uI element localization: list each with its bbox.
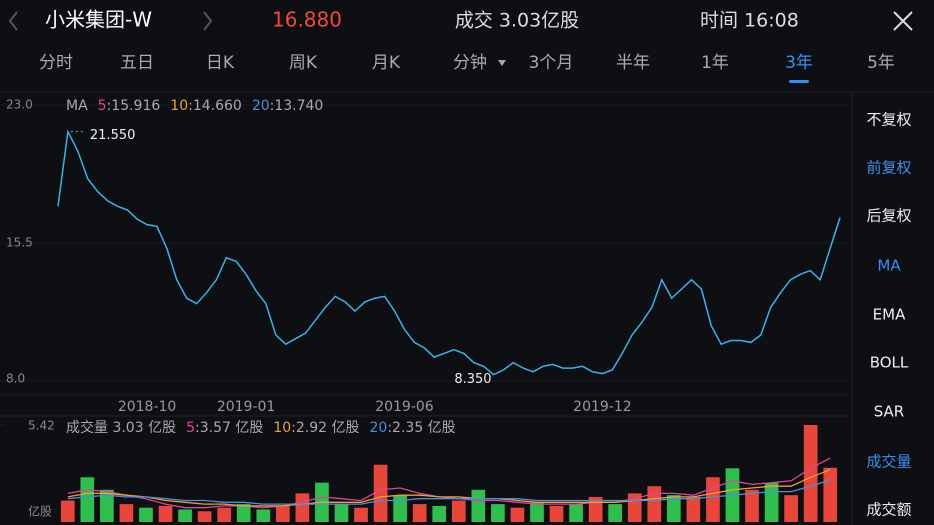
legend-text: 成交量 3.03 亿股 [66, 419, 176, 436]
annotation: 21.550 [90, 128, 136, 143]
tab[interactable]: 日K [206, 53, 235, 73]
volume-bar [784, 495, 798, 522]
side-option[interactable]: MA [877, 257, 901, 275]
volume-bar [373, 464, 388, 522]
legend-text: 20 [252, 98, 270, 114]
volume-bar [666, 495, 681, 522]
time: 时间 16:08 [700, 10, 799, 32]
volume-bar [451, 500, 466, 522]
tab-underline [789, 80, 809, 83]
legend-text: 5 [186, 420, 195, 436]
tab[interactable]: 分钟 [453, 53, 487, 73]
legend-text: :15.916 [107, 98, 161, 114]
volume-bar [60, 500, 75, 522]
volume-bar [569, 504, 583, 522]
side-option[interactable]: 后复权 [866, 207, 911, 225]
volume-bar [510, 507, 525, 522]
tab[interactable]: 3年 [785, 53, 813, 73]
side-option[interactable]: 前复权 [866, 159, 911, 177]
volume-bar [100, 489, 114, 522]
volume-bar [197, 511, 212, 522]
volume-bar [412, 504, 427, 522]
legend-text: :2.92 亿股 [291, 420, 359, 436]
volume-bar [139, 507, 153, 522]
side-option[interactable]: 成交量 [866, 453, 911, 471]
side-option[interactable]: EMA [873, 306, 906, 324]
stock-name: 小米集团-W [45, 8, 152, 32]
turnover: 成交 3.03亿股 [455, 10, 579, 32]
legend-text: :14.660 [188, 98, 242, 114]
volume-bar [471, 489, 486, 522]
x-tick-label: 2019-01 [217, 399, 276, 415]
legend-text: 5 [98, 98, 107, 114]
ma-line [67, 457, 831, 509]
volume-bar [432, 505, 447, 522]
next-arrow[interactable] [203, 11, 213, 31]
annotation: 8.350 [454, 372, 491, 387]
ma-line [67, 469, 831, 507]
legend-text: 10 [273, 420, 291, 436]
y-tick-label: 5.42 [28, 419, 55, 433]
volume-bar [706, 477, 720, 522]
tab[interactable]: 周K [289, 53, 318, 73]
tab[interactable]: 五日 [120, 53, 154, 73]
volume-bar [608, 504, 623, 522]
volume-bar [158, 505, 173, 522]
legend-text: :2.35 亿股 [387, 420, 455, 436]
volume-bar [686, 496, 701, 522]
side-option[interactable]: BOLL [870, 354, 909, 372]
volume-bar [334, 504, 349, 522]
x-tick-label: 2018-10 [118, 399, 177, 415]
legend-text: 10 [170, 98, 188, 114]
volume-bar [764, 482, 779, 522]
volume-bar [354, 507, 368, 522]
volume-bar [119, 504, 134, 522]
unit-label: 亿股 [28, 504, 52, 519]
y-tick-label: 23.0 [6, 98, 33, 112]
tab[interactable]: 分时 [39, 53, 73, 73]
dropdown-arrow [498, 60, 506, 66]
price-line [57, 129, 841, 376]
volume-bar [393, 495, 407, 522]
legend-text: :3.57 亿股 [195, 420, 263, 436]
volume-bar [275, 505, 290, 522]
tab[interactable]: 3个月 [529, 53, 574, 73]
prev-arrow[interactable] [8, 11, 18, 31]
volume-bar [256, 509, 271, 522]
stock-price: 16.880 [272, 8, 342, 32]
ma-line [67, 479, 831, 505]
x-tick-label: 2019-06 [375, 399, 434, 415]
volume-bar [549, 505, 564, 522]
legend-text: MA [66, 98, 88, 114]
volume-bar [295, 493, 310, 522]
volume-bar [530, 502, 544, 522]
volume-bar [803, 425, 818, 522]
volume-bar [178, 509, 192, 522]
close-button[interactable] [893, 11, 913, 31]
y-tick-label: 8.0 [6, 372, 25, 386]
tab[interactable]: 半年 [616, 53, 650, 73]
volume-bar [491, 504, 505, 522]
legend-text: 20 [370, 420, 388, 436]
volume-bar [217, 507, 232, 522]
legend-text: :13.740 [270, 98, 324, 114]
y-tick-label: 15.5 [6, 236, 33, 250]
volume-bar [236, 504, 251, 522]
tab[interactable]: 月K [372, 53, 401, 73]
volume-bar [745, 489, 759, 522]
volume-bar [80, 477, 95, 522]
tab[interactable]: 1年 [701, 53, 729, 73]
tab[interactable]: 5年 [867, 53, 895, 73]
x-tick-label: 2019-12 [573, 399, 632, 415]
side-option[interactable]: 成交额 [866, 501, 911, 519]
side-option[interactable]: 不复权 [866, 111, 911, 129]
side-option[interactable]: SAR [874, 403, 904, 421]
volume-bar [823, 467, 838, 522]
volume-bar [647, 486, 662, 522]
